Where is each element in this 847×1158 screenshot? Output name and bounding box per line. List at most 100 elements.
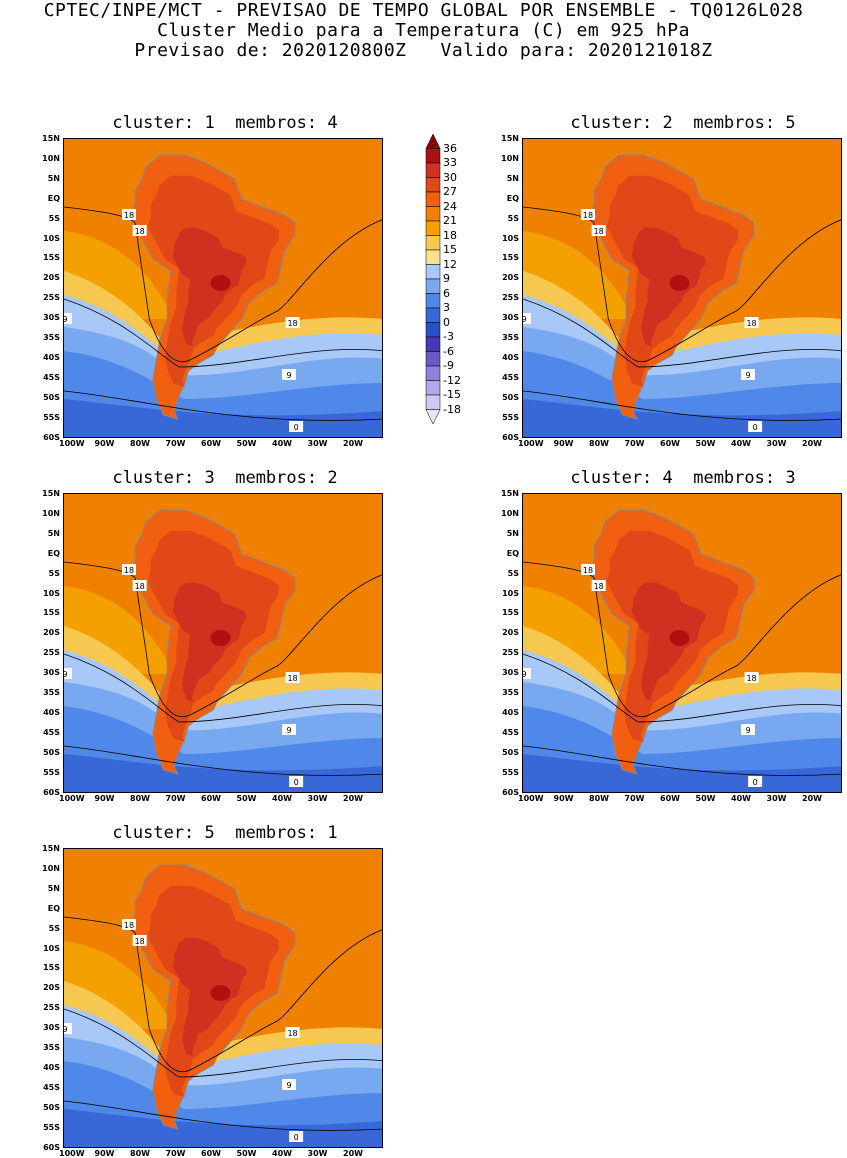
lat-tick-label: 15N xyxy=(42,134,60,143)
lat-tick-label: 10S xyxy=(43,233,60,243)
colorbar-level-label: 21 xyxy=(443,214,457,227)
colorbar-segment xyxy=(425,293,441,309)
lat-tick-label: 20S xyxy=(43,273,60,283)
lat-tick-label: 40S xyxy=(43,352,60,362)
contour-label-box xyxy=(744,672,759,683)
lat-tick-label: 5N xyxy=(47,173,60,183)
lat-tick-label: 30S xyxy=(43,1023,60,1033)
lon-tick-label: 30W xyxy=(307,1149,328,1158)
lon-tick-label: 80W xyxy=(130,794,150,803)
lon-tick-label: 90W xyxy=(553,439,574,448)
lat-tick-label: 25S xyxy=(502,648,519,658)
lat-tick-label: 5N xyxy=(47,883,60,893)
contour-label-box xyxy=(132,580,147,591)
lat-tick-label: 45S xyxy=(502,372,519,382)
contour-label: 18 xyxy=(746,319,756,328)
lon-tick-label: 100W xyxy=(518,439,544,448)
contour-label-box xyxy=(122,564,136,575)
continent-30 xyxy=(172,227,247,347)
contour-9 xyxy=(523,653,841,723)
lon-tick-label: 30W xyxy=(307,439,328,448)
contour-label-box xyxy=(748,421,763,432)
lat-tick-label: 15S xyxy=(502,253,519,263)
contour-0 xyxy=(64,1100,382,1131)
lat-tick-label: 35S xyxy=(43,333,60,342)
lat-tick-label: 25S xyxy=(502,293,519,303)
lon-tick-label: 60W xyxy=(201,439,221,448)
lat-tick-label: 5S xyxy=(48,923,60,933)
lat-tick-label: 55S xyxy=(502,767,519,777)
contour-label-box xyxy=(132,935,147,946)
lat-tick-label: 10N xyxy=(501,153,519,163)
lat-tick-label: 30S xyxy=(43,668,60,678)
contour-label: 18 xyxy=(746,674,756,683)
lon-tick-label: 90W xyxy=(94,1149,115,1158)
contour-label-box xyxy=(285,672,300,683)
lat-tick-label: 15N xyxy=(42,489,60,498)
lon-tick-label: 50W xyxy=(695,794,716,803)
lon-tick-label: 20W xyxy=(343,794,363,803)
lon-tick-label: 70W xyxy=(165,439,186,448)
lat-tick-label: 5S xyxy=(48,568,60,578)
lat-tick-label: 45S xyxy=(502,727,519,737)
lat-tick-label: 15N xyxy=(501,134,519,143)
lat-tick-label: 15N xyxy=(42,844,60,853)
continent-30 xyxy=(172,582,247,702)
lat-tick-label: 50S xyxy=(43,747,60,757)
lon-tick-label: 60W xyxy=(660,439,680,448)
colorbar-level-label: 6 xyxy=(443,286,450,300)
contour-label-box xyxy=(523,668,531,679)
colorbar-level-label: 30 xyxy=(443,170,457,184)
colorbar-level-label: -3 xyxy=(443,330,454,343)
lon-tick-label: 60W xyxy=(660,794,680,803)
lon-tick-label: 50W xyxy=(236,794,257,803)
contour-label: 0 xyxy=(753,423,758,432)
lat-tick-label: EQ xyxy=(47,193,60,203)
lat-tick-label: 20S xyxy=(43,628,60,638)
lat-tick-label: 10N xyxy=(42,508,60,518)
contour-label-box xyxy=(132,225,147,236)
contour-label: 9 xyxy=(745,726,750,735)
lon-tick-label: 50W xyxy=(695,439,716,448)
contour-label: 18 xyxy=(594,227,604,236)
colorbar-level-label: -18 xyxy=(443,402,461,416)
map-panel-5: 181818990 xyxy=(63,848,383,1148)
colorbar-segment xyxy=(425,278,441,294)
lon-tick-label: 50W xyxy=(236,439,257,448)
hotspot-33 xyxy=(210,630,231,646)
colorbar-level-label: 18 xyxy=(443,228,457,242)
colorbar-segment xyxy=(425,177,441,193)
lat-tick-label: 40S xyxy=(502,707,519,717)
lon-tick-label: 60W xyxy=(201,794,221,803)
map-panel-3: 181818990 xyxy=(63,493,383,793)
contour-label: 18 xyxy=(124,921,134,930)
panel-4-title: cluster: 4 membros: 3 xyxy=(570,468,796,488)
lat-tick-label: 15S xyxy=(43,253,60,263)
colorbar-segment xyxy=(425,409,441,425)
lon-tick-label: 40W xyxy=(272,794,292,803)
map-panel-4: 181818990 xyxy=(522,493,842,793)
lon-tick-label: 90W xyxy=(94,794,115,803)
lon-tick-label: 30W xyxy=(766,439,787,448)
lon-tick-label: 20W xyxy=(802,439,822,448)
contour-label-box xyxy=(282,369,296,380)
contour-label: 18 xyxy=(583,566,593,575)
contour-label-box xyxy=(122,209,136,220)
colorbar-segment xyxy=(425,365,441,381)
contour-label-box xyxy=(748,776,763,787)
lat-tick-label: 15S xyxy=(43,963,60,973)
lat-tick-label: 25S xyxy=(43,648,60,658)
lat-tick-label: 60S xyxy=(502,432,519,442)
lon-tick-label: 20W xyxy=(343,439,363,448)
contour-label: 0 xyxy=(294,423,299,432)
contour-label-box xyxy=(591,580,606,591)
lon-tick-label: 20W xyxy=(343,1149,363,1158)
hotspot-33 xyxy=(210,985,231,1001)
colorbar-segment xyxy=(425,220,441,236)
lon-tick-label: 20W xyxy=(802,794,822,803)
colorbar-segment xyxy=(425,162,441,178)
lat-tick-label: 10N xyxy=(501,508,519,518)
colorbar-segment xyxy=(425,336,441,352)
contour-label-box xyxy=(282,1079,296,1090)
hotspot-33 xyxy=(210,275,231,291)
